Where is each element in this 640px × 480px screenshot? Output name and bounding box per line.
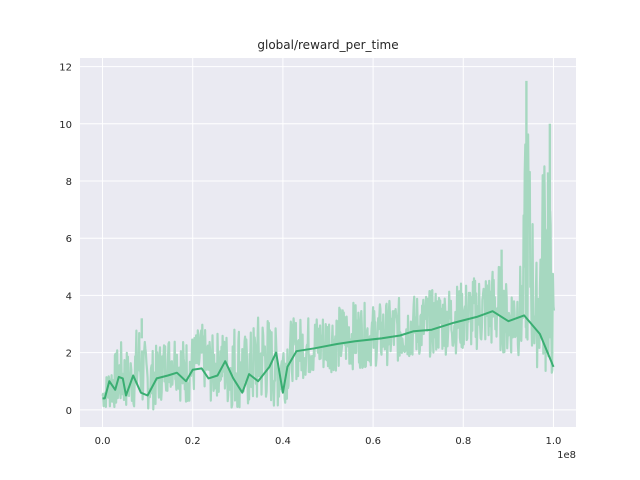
smoothed-series [102, 310, 555, 400]
y-tick-label: 8 [66, 177, 72, 188]
chart-title: global/reward_per_time [257, 38, 398, 52]
y-tick-label: 4 [66, 291, 72, 302]
x-offset-label: 1e8 [557, 450, 576, 461]
x-tick-label: 0.4 [275, 436, 291, 447]
y-tick-label: 0 [66, 406, 72, 417]
smoothed-series-line [102, 310, 555, 400]
raw-series [101, 80, 556, 411]
x-tick-label: 0.0 [95, 436, 111, 447]
y-tick-label: 6 [66, 234, 72, 245]
raw-series-line [101, 133, 556, 411]
y-tick-label: 2 [66, 349, 72, 360]
x-axis: 0.0 0.2 0.4 0.6 0.8 1.0 [95, 436, 562, 447]
y-tick-label: 12 [59, 63, 72, 74]
x-tick-label: 0.8 [455, 436, 471, 447]
y-axis: 0 2 4 6 8 10 12 [59, 63, 72, 417]
x-tick-label: 0.2 [185, 436, 201, 447]
y-tick-label: 10 [59, 120, 72, 131]
x-tick-label: 0.6 [365, 436, 381, 447]
x-tick-label: 1.0 [546, 436, 562, 447]
